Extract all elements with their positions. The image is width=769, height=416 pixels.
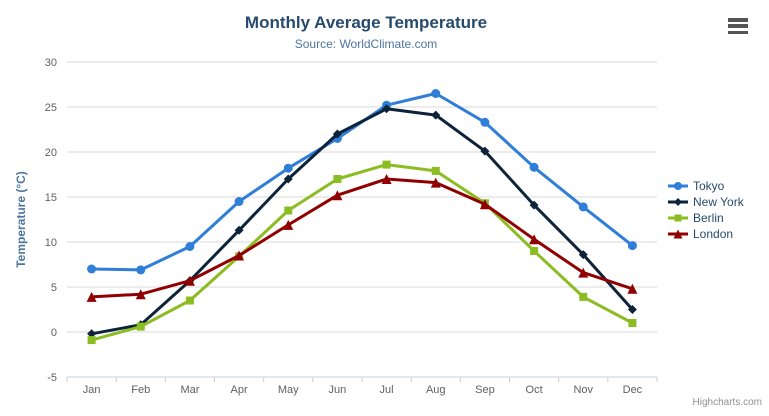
legend-square-marker-icon [668, 214, 688, 222]
data-point-tokyo[interactable] [627, 241, 637, 251]
data-point-tokyo[interactable] [529, 162, 539, 172]
legend-marker[interactable] [674, 214, 682, 222]
data-point-new-york[interactable] [627, 305, 637, 314]
data-point-new-york[interactable] [87, 329, 97, 339]
data-point-berlin[interactable] [530, 247, 539, 255]
legend-item-london[interactable]: London [668, 226, 744, 242]
menu-bar [728, 24, 748, 28]
y-axis-tick-label: 5 [51, 282, 57, 294]
data-point-tokyo[interactable] [283, 163, 293, 173]
legend-label: New York [693, 195, 744, 209]
x-axis-tick-label: Jun [329, 384, 347, 396]
menu-bar [728, 18, 748, 22]
data-point-tokyo[interactable] [431, 89, 441, 98]
data-point-new-york[interactable] [529, 200, 539, 210]
data-point-tokyo[interactable] [136, 265, 146, 275]
menu-bar [728, 30, 748, 34]
legend-marker[interactable] [674, 182, 682, 190]
data-point-london[interactable] [86, 291, 97, 302]
data-point-london[interactable] [234, 250, 245, 261]
data-point-london[interactable] [135, 289, 146, 300]
x-axis-tick-label: Sep [475, 384, 495, 396]
data-point-london[interactable] [627, 283, 638, 294]
data-point-london[interactable] [381, 174, 392, 184]
y-axis-tick-label: 20 [45, 147, 57, 159]
data-point-berlin[interactable] [431, 166, 440, 175]
data-point-berlin[interactable] [579, 292, 588, 301]
data-point-berlin[interactable] [382, 160, 391, 169]
y-axis-tick-label: -5 [47, 372, 57, 384]
y-axis-tick-label: 0 [51, 327, 57, 339]
data-point-new-york[interactable] [234, 225, 244, 235]
data-point-berlin[interactable] [185, 296, 194, 305]
legend-label: Berlin [693, 211, 724, 225]
y-axis-tick-label: 25 [45, 102, 57, 114]
data-point-berlin[interactable] [284, 206, 293, 215]
x-axis-tick-label: Oct [526, 384, 543, 396]
x-axis-tick-label: Aug [426, 384, 446, 396]
legend: Tokyo New York Berlin London [668, 178, 744, 242]
data-point-london[interactable] [578, 267, 589, 278]
x-axis-tick-label: Feb [131, 384, 150, 396]
credits-link[interactable]: Highcharts.com [692, 397, 762, 408]
y-axis-tick-label: 15 [45, 192, 57, 204]
data-point-tokyo[interactable] [578, 202, 588, 212]
x-axis-tick-label: Mar [180, 384, 199, 396]
data-point-tokyo[interactable] [87, 264, 97, 274]
data-point-new-york[interactable] [578, 250, 588, 260]
chart-title: Monthly Average Temperature [244, 13, 488, 32]
series-line-london[interactable] [90, 177, 634, 299]
x-axis-tick-label: Dec [623, 384, 643, 396]
x-axis-tick-label: Jul [380, 384, 394, 396]
legend-diamond-marker-icon [668, 198, 688, 206]
hamburger-menu-icon[interactable] [728, 18, 748, 34]
legend-label: London [693, 227, 734, 241]
data-point-berlin[interactable] [87, 336, 96, 345]
x-axis-tick-label: May [278, 384, 299, 396]
y-axis-title: Temperature (°C) [14, 171, 28, 268]
data-point-new-york[interactable] [480, 146, 490, 156]
legend-item-tokyo[interactable]: Tokyo [668, 178, 744, 194]
data-point-berlin[interactable] [333, 175, 342, 183]
data-point-london[interactable] [529, 234, 540, 245]
data-point-london[interactable] [479, 199, 490, 210]
legend-item-berlin[interactable]: Berlin [668, 210, 744, 226]
data-point-new-york[interactable] [382, 104, 392, 114]
data-point-berlin[interactable] [628, 319, 637, 327]
legend-item-new-york[interactable]: New York [668, 194, 744, 210]
y-axis-tick-label: 30 [45, 57, 57, 69]
data-point-london[interactable] [332, 190, 343, 201]
data-point-london[interactable] [184, 275, 195, 286]
data-point-new-york[interactable] [431, 110, 441, 120]
data-point-tokyo[interactable] [234, 197, 244, 206]
data-point-new-york[interactable] [332, 129, 342, 139]
chart-subtitle: Source: WorldClimate.com [294, 37, 438, 51]
legend-label: Tokyo [693, 179, 725, 193]
series-line-new-york[interactable] [90, 107, 634, 336]
legend-marker[interactable] [673, 229, 683, 239]
y-axis-tick-label: 10 [45, 237, 57, 249]
legend-marker[interactable] [674, 198, 682, 206]
data-point-london[interactable] [430, 177, 441, 188]
data-point-berlin[interactable] [136, 322, 145, 331]
legend-circle-marker-icon [668, 182, 688, 190]
data-point-london[interactable] [283, 219, 294, 230]
series-line-berlin[interactable] [90, 163, 634, 342]
x-axis-tick-label: Jan [83, 384, 101, 396]
x-axis-tick-label: Apr [231, 384, 248, 396]
legend-triangle-marker-icon [668, 229, 688, 239]
data-point-tokyo[interactable] [480, 117, 490, 127]
data-point-tokyo[interactable] [185, 242, 195, 251]
data-point-new-york[interactable] [283, 174, 293, 184]
x-axis-tick-label: Nov [573, 384, 593, 396]
